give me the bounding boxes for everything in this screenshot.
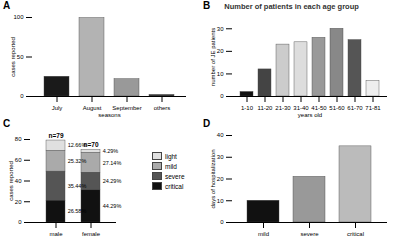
svg-text:12.66%: 12.66% — [67, 142, 87, 149]
svg-text:0: 0 — [20, 93, 24, 99]
svg-text:0: 0 — [220, 93, 224, 99]
svg-text:40: 40 — [217, 132, 224, 138]
html-text:critical: critical — [165, 182, 184, 190]
svg-text:number of JE patients: number of JE patients — [210, 28, 216, 86]
svg-text:days of hospitalization: days of hospitalization — [210, 149, 216, 208]
html-text:B: B — [203, 0, 211, 11]
svg-text:51-60: 51-60 — [329, 105, 345, 111]
svg-text:male: male — [49, 231, 63, 236]
svg-text:20: 20 — [217, 176, 224, 182]
html-text:A: A — [3, 0, 11, 11]
svg-text:July: July — [52, 105, 63, 111]
svg-text:80: 80 — [15, 136, 22, 142]
svg-text:0: 0 — [220, 219, 224, 225]
html-text:Number of patients in each age: Number of patients in each age group — [224, 2, 359, 11]
svg-text:30: 30 — [217, 26, 224, 32]
html-text:D: D — [203, 118, 211, 129]
svg-text:female: female — [82, 231, 101, 236]
svg-text:11-20: 11-20 — [258, 105, 274, 111]
svg-text:24.29%: 24.29% — [103, 178, 122, 184]
svg-text:27.14%: 27.14% — [103, 160, 122, 166]
svg-text:60: 60 — [15, 157, 22, 163]
svg-text:40: 40 — [15, 178, 22, 184]
svg-text:cases reported: cases reported — [10, 37, 16, 77]
svg-text:September: September — [112, 105, 141, 111]
svg-text:1-10: 1-10 — [241, 105, 254, 111]
svg-text:August: August — [83, 105, 102, 111]
svg-text:61-70: 61-70 — [347, 105, 363, 111]
html-text:light: light — [165, 152, 177, 160]
svg-text:26.58%: 26.58% — [68, 208, 87, 214]
svg-text:30: 30 — [217, 154, 224, 160]
svg-text:20: 20 — [15, 199, 22, 205]
svg-text:21-30: 21-30 — [275, 105, 291, 111]
svg-text:years old: years old — [298, 112, 322, 118]
svg-text:n=70: n=70 — [84, 141, 99, 148]
svg-text:100: 100 — [13, 14, 24, 20]
svg-text:50: 50 — [17, 54, 24, 60]
svg-text:10: 10 — [217, 198, 224, 204]
html-text:C: C — [3, 118, 11, 129]
svg-text:41-50: 41-50 — [311, 105, 327, 111]
svg-text:n=79: n=79 — [49, 132, 64, 139]
html-text:mild: mild — [165, 162, 177, 170]
html-text:severe: severe — [165, 172, 185, 180]
svg-text:44.29%: 44.29% — [103, 203, 122, 209]
svg-text:31-40: 31-40 — [293, 105, 309, 111]
svg-text:seasons: seasons — [98, 112, 120, 118]
svg-text:20: 20 — [217, 48, 224, 54]
svg-text:severe: severe — [300, 231, 319, 236]
svg-text:25.32%: 25.32% — [68, 158, 87, 164]
svg-text:critical: critical — [347, 231, 364, 236]
svg-text:71-81: 71-81 — [365, 105, 381, 111]
svg-text:mild: mild — [258, 231, 269, 236]
svg-text:0: 0 — [18, 219, 22, 225]
svg-text:35.44%: 35.44% — [68, 183, 87, 189]
svg-text:4.29%: 4.29% — [103, 148, 119, 154]
svg-text:cases reported: cases reported — [8, 161, 14, 201]
svg-text:10: 10 — [217, 71, 224, 77]
svg-text:others: others — [154, 105, 171, 111]
